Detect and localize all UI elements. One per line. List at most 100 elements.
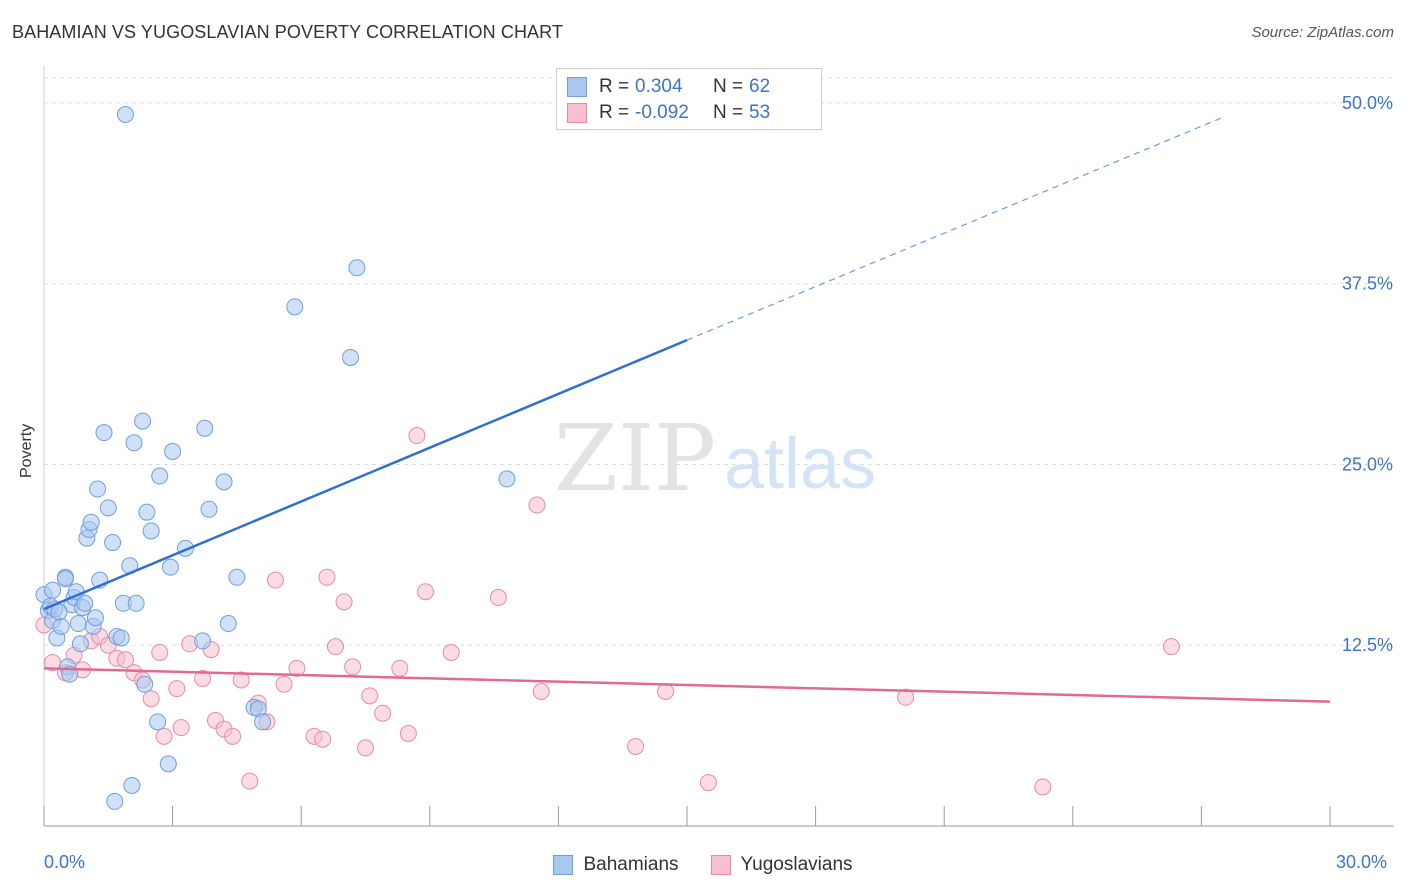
yugoslavian-point [232, 671, 250, 689]
legend-swatch-bahamians [553, 855, 574, 875]
bahamian-point [95, 424, 113, 442]
bahamian-point [116, 105, 134, 123]
legend-item-bahamians[interactable]: Bahamians [553, 854, 679, 876]
bahamian-point [196, 419, 214, 437]
stats-row-yugoslavian: R = -0.092 N = 53 [567, 100, 770, 126]
bahamian-point [123, 777, 141, 795]
bahamian-point [215, 473, 233, 491]
yugoslavian-point [699, 774, 717, 792]
yugoslavian-point [391, 659, 409, 677]
bahamian-point [142, 522, 160, 540]
yugoslavian-point [335, 593, 353, 611]
trend-lines [43, 116, 1331, 703]
bahamian-point [200, 500, 218, 518]
bahamian-r-value: 0.304 [635, 76, 683, 97]
bahamian-point [498, 470, 516, 488]
bahamian-n-value: 62 [749, 76, 771, 97]
grid-lines [44, 77, 1394, 646]
yugoslavian-swatch [567, 103, 587, 123]
yugoslavian-point [1034, 778, 1052, 796]
yugoslavian-point [318, 568, 336, 586]
bahamian-point [82, 513, 100, 531]
bahamian-point [106, 792, 124, 810]
bahamian-point [151, 467, 169, 485]
yugoslavian-point [326, 638, 344, 656]
yugoslavian-point [288, 659, 306, 677]
yugoslavian-point [172, 719, 190, 737]
bahamian-point [219, 615, 237, 633]
bahamian-point [194, 632, 212, 650]
bahamian-point [86, 609, 104, 627]
bahamian-point [99, 499, 117, 517]
yugoslavian-point [314, 730, 332, 748]
bahamian-point [134, 412, 152, 430]
yugoslavian-point [224, 727, 242, 745]
stats-row-bahamian: R = 0.304 N = 62 [567, 74, 770, 100]
yugoslavian-point [194, 669, 212, 687]
yugoslavian-point [627, 737, 645, 755]
bahamian-trend-extension [686, 116, 1224, 341]
watermark-atlas: atlas [724, 424, 876, 504]
yugoslavian-point [168, 680, 186, 698]
bahamian-swatch [567, 77, 587, 97]
bahamian-point [52, 617, 70, 635]
n-label: N = [713, 102, 744, 123]
x-tick-label-max: 30.0% [1336, 852, 1388, 872]
bahamian-point [138, 503, 156, 521]
yugoslavian-r-value: -0.092 [635, 102, 689, 123]
bahamian-point [161, 558, 179, 576]
y-tick-label: 50.0% [1342, 93, 1393, 113]
yugoslavian-point [116, 651, 134, 669]
chart-title: BAHAMIAN VS YUGOSLAVIAN POVERTY CORRELAT… [12, 22, 564, 42]
yugoslavian-point [897, 688, 915, 706]
yugoslavian-point [151, 643, 169, 661]
bahamian-point [127, 594, 145, 612]
y-tick-label: 25.0% [1342, 454, 1393, 474]
bahamian-point [71, 635, 89, 653]
n-label: N = [713, 76, 744, 97]
yugoslavian-point [399, 724, 417, 742]
bahamian-point [112, 629, 130, 647]
yugoslavian-point [532, 683, 550, 701]
legend-label-yugoslavians: Yugoslavians [740, 854, 853, 875]
yugoslavian-point [442, 643, 460, 661]
yugoslavian-point [275, 675, 293, 693]
bahamian-point [89, 480, 107, 498]
bahamian-point [125, 434, 143, 452]
yugoslavian-trend-line [43, 667, 1331, 703]
bahamian-point [56, 570, 74, 588]
r-label: R = [599, 76, 630, 97]
bahamian-point [76, 594, 94, 612]
yugoslavian-point [1162, 638, 1180, 656]
yugoslavian-point [528, 496, 546, 514]
r-label: R = [599, 102, 630, 123]
y-tick-label: 12.5% [1342, 635, 1393, 655]
source-text: Source: ZipAtlas.com [1251, 24, 1394, 41]
bahamian-point [286, 298, 304, 316]
x-tick-label-min: 0.0% [44, 852, 86, 872]
yugoslavian-point [357, 739, 374, 757]
bahamian-points [35, 105, 516, 810]
bahamian-point [136, 675, 154, 693]
yugoslavian-point [344, 658, 362, 676]
bahamian-point [69, 615, 87, 633]
watermark-zip: ZIP [554, 405, 716, 512]
yugoslavian-point [489, 589, 507, 607]
axes [43, 66, 1394, 827]
bahamian-point [348, 259, 366, 277]
yugoslavian-point [417, 583, 435, 601]
legend-item-yugoslavians[interactable]: Yugoslavians [710, 854, 853, 876]
yugoslavian-point [266, 571, 284, 589]
bahamian-point [228, 568, 246, 586]
watermark: ZIP atlas [554, 405, 876, 512]
yugoslavian-point [374, 704, 392, 722]
y-tick-label: 37.5% [1342, 274, 1393, 294]
bahamian-point [164, 442, 182, 460]
yugoslavian-point [155, 727, 173, 745]
yugoslavian-point [142, 690, 160, 708]
legend: Bahamians Yugoslavians [0, 852, 1406, 878]
bahamian-point [254, 713, 272, 731]
bahamian-point [341, 348, 359, 366]
legend-swatch-yugoslavians [710, 855, 731, 875]
